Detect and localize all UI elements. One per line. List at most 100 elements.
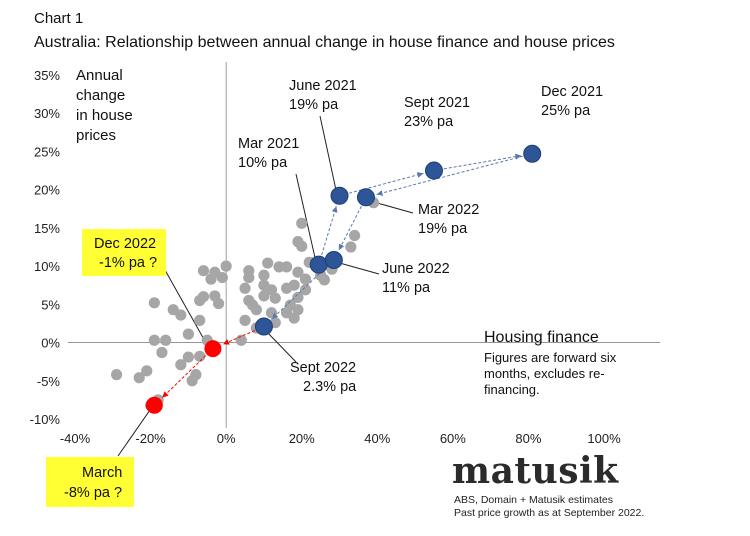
history-point — [194, 350, 206, 362]
y-axis-label-line: Annual — [76, 67, 123, 84]
x-axis-note: Figures are forward six months, excludes… — [484, 350, 620, 397]
history-point — [265, 284, 278, 296]
history-point — [299, 273, 312, 285]
y-tick-label: 0% — [41, 336, 60, 351]
y-axis-label-line: change — [76, 87, 125, 104]
history-point — [288, 279, 300, 291]
history-point — [239, 314, 251, 326]
history-point — [110, 369, 123, 381]
history-point — [243, 271, 255, 284]
x-axis-note-line: financing. — [484, 382, 540, 397]
highlight-point — [356, 188, 375, 207]
annotation-june-2021: June 2021 19% pa — [289, 78, 361, 113]
history-point — [220, 260, 232, 272]
x-axis-note-line: Figures are forward six — [484, 350, 617, 365]
history-point — [182, 328, 194, 340]
y-tick-label: 20% — [34, 183, 60, 198]
history-point — [160, 334, 172, 346]
annotation-line: June 2022 — [382, 261, 450, 277]
x-tick-label: 20% — [289, 431, 315, 446]
history-point — [235, 334, 247, 346]
y-tick-label: 25% — [34, 144, 60, 159]
highlight-point — [309, 255, 328, 274]
y-axis-label-line: prices — [76, 127, 116, 144]
y-tick-label: 30% — [34, 106, 60, 121]
annotation-line: 2.3% pa — [303, 379, 357, 395]
x-tick-label: 100% — [587, 431, 621, 446]
callout-background — [46, 457, 134, 507]
leader-line — [117, 409, 151, 457]
annotation-line: 11% pa — [382, 280, 431, 296]
highlight-point — [330, 186, 349, 205]
annotation-mar-2021: Mar 2021 10% pa — [238, 136, 303, 171]
trend-arrow — [349, 172, 424, 194]
history-point — [292, 291, 304, 304]
annotation-sept-2022: Sept 2022 2.3% pa — [290, 360, 360, 395]
history-point — [175, 359, 187, 371]
leader-line — [335, 261, 380, 275]
y-tick-label: -5% — [37, 374, 61, 389]
annotation-line: 25% pa — [541, 103, 591, 119]
history-point — [209, 290, 221, 302]
forecast-point — [145, 396, 163, 414]
history-point — [349, 229, 361, 242]
x-tick-label: -40% — [60, 431, 91, 446]
x-tick-label: 60% — [440, 431, 466, 446]
history-point — [296, 217, 308, 229]
trend-arrow — [271, 266, 327, 320]
history-point — [194, 314, 206, 326]
callout-march: March -8% pa ? — [46, 457, 134, 507]
history-point — [250, 304, 262, 316]
leader-line — [319, 115, 337, 191]
y-axis-label-line: in house — [76, 107, 133, 124]
trend-arrow — [376, 155, 523, 196]
history-point — [258, 269, 270, 281]
annotation-line: 19% pa — [418, 221, 468, 237]
leader-line — [164, 269, 207, 344]
annotation-line: 23% pa — [404, 114, 454, 130]
history-point — [288, 312, 300, 324]
callout-dec-2022: Dec 2022 -1% pa ? — [82, 229, 166, 276]
x-axis-label: Housing finance — [484, 329, 599, 346]
brand-logo: matusik — [452, 450, 619, 492]
history-point — [197, 291, 210, 303]
y-tick-label: -10% — [30, 412, 61, 427]
trend-arrow — [338, 205, 362, 251]
forecast-arrow — [161, 355, 207, 398]
history-point — [281, 261, 293, 273]
source-line: Past price growth as at September 2022. — [454, 507, 645, 519]
highlight-point — [424, 161, 443, 180]
callout-line: -8% pa ? — [64, 485, 122, 501]
highlight-point — [523, 144, 542, 163]
x-tick-label: 40% — [364, 431, 390, 446]
annotation-dec-2021: Dec 2021 25% pa — [541, 84, 607, 119]
trend-arrow — [321, 206, 338, 256]
history-point — [190, 369, 202, 381]
chart-title: Australia: Relationship between annual c… — [34, 34, 615, 51]
annotation-line: June 2021 — [289, 78, 357, 94]
x-axis-note-line: months, excludes re- — [484, 366, 605, 381]
history-point — [345, 241, 357, 253]
annotation-sept-2021: Sept 2021 23% pa — [404, 95, 474, 130]
history-point — [265, 307, 278, 319]
history-point — [258, 290, 270, 302]
annotation-mar-2022: Mar 2022 19% pa — [418, 202, 483, 237]
leader-line — [265, 330, 297, 363]
callout-line: March — [82, 465, 122, 481]
history-point — [148, 334, 160, 346]
history-point — [197, 265, 210, 277]
annotation-line: Mar 2021 — [238, 136, 299, 152]
history-point — [182, 351, 194, 363]
callout-text: March -8% pa ? — [64, 465, 126, 501]
x-tick-label: -20% — [135, 431, 166, 446]
callout-line: Dec 2022 — [94, 236, 156, 252]
history-point — [269, 292, 281, 304]
x-tick-label: 80% — [515, 431, 541, 446]
annotation-line: Mar 2022 — [418, 202, 479, 218]
source-line: ABS, Domain + Matusik estimates — [454, 494, 614, 506]
history-point — [239, 282, 251, 294]
annotation-line: Sept 2021 — [404, 95, 470, 111]
forecast-arrow — [222, 330, 255, 345]
history-point — [318, 274, 330, 286]
